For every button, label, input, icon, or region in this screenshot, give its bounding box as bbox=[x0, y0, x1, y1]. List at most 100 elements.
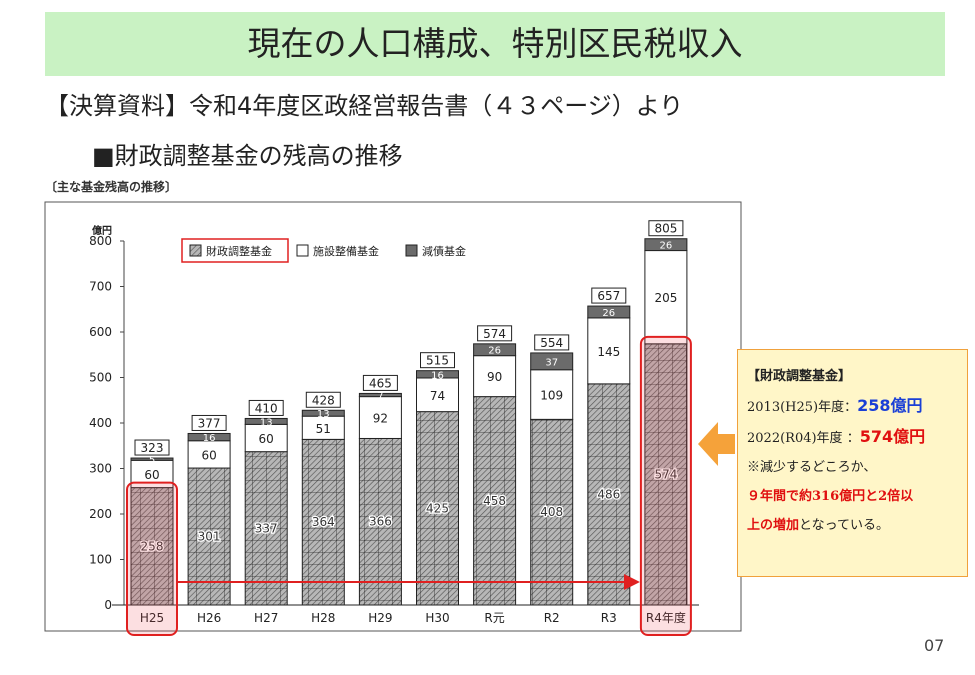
total-label-box bbox=[134, 439, 170, 456]
chart-heading: ■財政調整基金の残高の推移 bbox=[92, 142, 403, 170]
callout-increase-2: 上の増加となっている。 bbox=[747, 511, 967, 540]
callout-increase-emph: 上の増加 bbox=[747, 518, 800, 533]
highlight-box bbox=[126, 481, 178, 636]
legend: 財政調整基金 施設整備基金 減債基金 bbox=[181, 238, 466, 263]
callout-box: 【財政調整基金】 2013(H25)年度：258億円 2022(R04)年度 ：… bbox=[737, 349, 968, 577]
bar-grid-overlay bbox=[473, 396, 516, 605]
x-tick-label: H27 bbox=[254, 611, 278, 625]
bar-grid-overlay bbox=[587, 383, 630, 605]
label-facility-fund: 60 bbox=[144, 468, 159, 482]
label-facility-fund: 60 bbox=[201, 448, 216, 462]
label-financial-adjustment-fund: 258 bbox=[141, 539, 164, 553]
x-tick-label: R3 bbox=[601, 611, 617, 625]
total-label: 554 bbox=[540, 336, 563, 350]
bar-grid-overlay bbox=[530, 419, 573, 605]
label-debt-reduction-fund: 16 bbox=[431, 370, 444, 381]
bar-grid-overlay bbox=[359, 438, 402, 605]
legend-swatch bbox=[189, 244, 202, 257]
y-tick-label: 400 bbox=[89, 416, 112, 430]
label-debt-reduction-fund: 13 bbox=[317, 409, 330, 420]
label-debt-reduction-fund: 16 bbox=[203, 433, 216, 444]
x-axis: H25 H26 H27 H28 H29 H30 R元 R2 R3 R4年度 bbox=[112, 604, 699, 625]
callout-2013-value: 258億円 bbox=[857, 396, 923, 415]
bar-grid-overlay bbox=[416, 411, 459, 605]
callout-title: 【財政調整基金】 bbox=[747, 369, 852, 384]
total-label: 377 bbox=[198, 416, 221, 430]
total-label-box bbox=[420, 352, 455, 369]
data-labels: 2586053233016016377337601341036451134283… bbox=[134, 220, 684, 555]
legend-swatch bbox=[405, 244, 418, 257]
legend-label: 財政調整基金 bbox=[206, 244, 272, 258]
label-debt-reduction-fund: 13 bbox=[260, 417, 273, 428]
total-label: 465 bbox=[369, 376, 392, 390]
bar-debt-reduction-fund bbox=[130, 457, 174, 461]
x-tick-label: H25 bbox=[140, 611, 164, 625]
label-facility-fund: 51 bbox=[316, 422, 331, 436]
y-tick-label: 300 bbox=[89, 462, 112, 476]
total-label-box bbox=[248, 399, 284, 416]
total-label: 657 bbox=[597, 289, 620, 303]
bar-debt-reduction-fund bbox=[587, 305, 631, 319]
y-tick-label: 700 bbox=[89, 280, 112, 294]
x-tick-label: H30 bbox=[425, 611, 449, 625]
label-facility-fund: 74 bbox=[430, 389, 445, 403]
legend-highlight-box bbox=[181, 238, 289, 263]
y-tick-label: 200 bbox=[89, 507, 112, 521]
highlights bbox=[126, 335, 692, 636]
total-label-box bbox=[191, 414, 227, 431]
callout-2013-label: 2013(H25)年度： bbox=[747, 400, 858, 415]
label-debt-reduction-fund: 7 bbox=[377, 391, 383, 402]
label-facility-fund: 60 bbox=[259, 432, 274, 446]
title-band: 現在の人口構成、特別区民税収入 bbox=[45, 12, 945, 76]
callout-note: ※減少するどころか、 bbox=[747, 460, 877, 475]
callout-line-2022: 2022(R04)年度 ：574億円 bbox=[747, 422, 967, 453]
callout-increase-rest: となっている。 bbox=[799, 518, 889, 533]
bar-facility-fund bbox=[187, 440, 231, 469]
bar-facility-fund bbox=[587, 317, 631, 385]
bar-facility-fund bbox=[530, 369, 574, 420]
label-financial-adjustment-fund: 408 bbox=[540, 505, 563, 519]
total-label: 805 bbox=[654, 222, 677, 236]
bar-debt-reduction-fund bbox=[244, 417, 288, 425]
legend-swatch bbox=[296, 244, 309, 257]
label-financial-adjustment-fund: 337 bbox=[255, 521, 278, 535]
callout-arrow bbox=[698, 422, 735, 466]
bar-debt-reduction-fund bbox=[473, 343, 517, 357]
bar-facility-fund bbox=[644, 250, 688, 345]
label-debt-reduction-fund: 5 bbox=[149, 455, 155, 466]
legend-label: 減債基金 bbox=[422, 244, 466, 258]
label-financial-adjustment-fund: 574 bbox=[654, 467, 677, 481]
x-tick-label: H28 bbox=[311, 611, 335, 625]
label-financial-adjustment-fund: 486 bbox=[597, 487, 620, 501]
label-financial-adjustment-fund: 301 bbox=[198, 530, 221, 544]
bar-grid-overlay bbox=[245, 451, 288, 605]
bar-debt-reduction-fund bbox=[416, 370, 459, 379]
total-label-box bbox=[534, 334, 570, 351]
label-debt-reduction-fund: 37 bbox=[545, 357, 558, 368]
bar-grid-overlay bbox=[644, 343, 687, 605]
label-facility-fund: 90 bbox=[487, 370, 502, 384]
label-financial-adjustment-fund: 458 bbox=[483, 494, 506, 508]
total-label-box bbox=[648, 220, 684, 237]
callout-2022-label: 2022(R04)年度 ： bbox=[747, 431, 860, 446]
callout-increase: ９年間で約316億円と2倍以 bbox=[747, 489, 914, 504]
bar-grid-overlay bbox=[302, 439, 345, 605]
label-facility-fund: 145 bbox=[597, 345, 620, 359]
label-facility-fund: 205 bbox=[654, 291, 677, 305]
y-tick-label: 800 bbox=[89, 234, 112, 248]
y-axis-unit: 億円 bbox=[92, 224, 112, 237]
y-tick-label: 0 bbox=[104, 598, 112, 612]
total-label-box bbox=[591, 287, 627, 304]
x-tick-label: R元 bbox=[484, 611, 504, 625]
total-label-box bbox=[305, 391, 341, 408]
total-label: 410 bbox=[255, 401, 278, 415]
legend-label: 施設整備基金 bbox=[313, 244, 379, 258]
slide-title: 現在の人口構成、特別区民税収入 bbox=[247, 24, 743, 63]
page-number: 07 bbox=[924, 636, 945, 655]
y-tick-label: 100 bbox=[89, 553, 112, 567]
label-financial-adjustment-fund: 425 bbox=[426, 501, 449, 515]
x-tick-label: H29 bbox=[368, 611, 392, 625]
callout-line-2013: 2013(H25)年度：258億円 bbox=[747, 391, 967, 422]
bar-debt-reduction-fund bbox=[644, 238, 688, 252]
bar-grid-overlay bbox=[131, 487, 173, 605]
